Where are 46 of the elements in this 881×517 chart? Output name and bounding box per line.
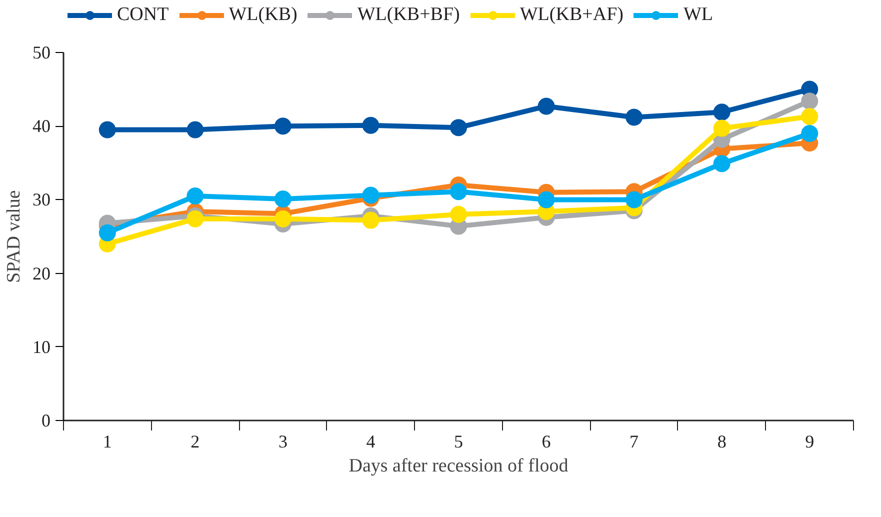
point [450,183,467,200]
point [713,155,730,172]
point [362,212,380,229]
x-axis-title: Days after recession of flood [348,456,569,476]
point [801,124,818,142]
x-tick-label: 8 [717,432,726,452]
legend-label: WL [683,4,714,26]
point [362,186,380,204]
point [186,188,204,205]
point [713,104,730,121]
y-tick-label: 30 [32,190,50,210]
x-tick-label: 1 [102,432,112,452]
point [626,108,643,126]
y-tick-label: 40 [32,116,50,136]
x-tick-label: 2 [190,432,200,452]
legend-label: WL(KB) [228,4,298,26]
point [98,224,116,242]
y-tick-label: 20 [32,263,50,284]
legend-label: CONT [117,4,169,26]
x-tick-label: 4 [366,432,376,452]
point [450,119,467,136]
point [274,210,292,228]
x-tick-label: 7 [630,432,639,452]
point [186,121,204,138]
y-tick-label: 50 [32,42,50,62]
x-tick-label: 3 [278,432,288,452]
y-tick-label: 10 [32,336,50,357]
legend-label: WL(KB+AF) [520,4,624,26]
x-tick-label: 9 [805,432,814,452]
point [801,108,818,126]
point [626,191,643,208]
point [450,206,467,223]
y-axis-title: SPAD value [4,190,24,283]
point [801,92,818,110]
point [274,190,292,208]
x-tick-label: 6 [542,432,551,452]
point [186,210,204,228]
point [538,191,555,208]
x-tick-label: 5 [454,432,463,452]
point [98,121,116,138]
y-tick-label: 0 [42,410,50,430]
legend-label: WL(KB+BF) [357,4,460,26]
point [362,116,380,134]
point [274,118,292,135]
point [538,98,555,115]
point [713,120,730,137]
